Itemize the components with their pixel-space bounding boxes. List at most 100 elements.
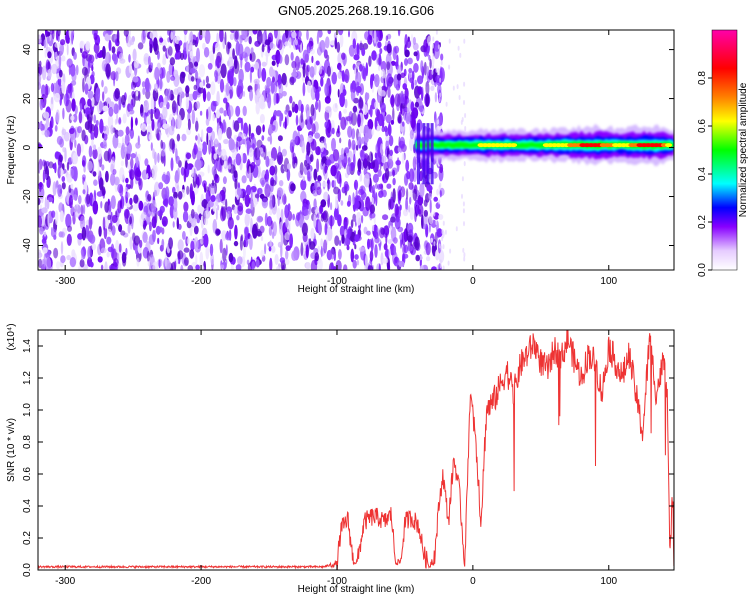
spectrogram-blob [194,70,199,79]
spectrogram-blob [111,215,118,223]
spectrogram-blob [415,254,421,262]
spectrogram-blob [392,107,395,122]
spectrogram-blob [209,243,214,257]
spectrogram-blob [85,41,91,51]
spectrogram-blob [201,141,208,155]
spectrogram-blob [170,157,174,172]
spectrogram-blob [96,146,102,160]
spectrogram-blob [59,210,64,223]
spectrogram-blob [195,135,198,141]
spectrogram-blob [157,152,160,163]
spectrogram-blob [82,204,86,215]
spectrogram-blob [142,231,148,243]
spectrogram-blob [125,177,129,184]
spectrogram-blob [165,259,172,270]
spectrogram-blob [41,258,46,270]
spectrogram-blob [309,241,316,250]
spectrogram-blob [106,236,112,245]
spectrogram-blob [417,75,424,85]
spectrogram-blob [148,109,155,115]
spectrogram-blob [204,217,209,226]
spectrogram-blob [276,187,284,197]
spectrogram-blob [125,126,130,136]
spectrogram-blob [79,215,86,230]
spectrogram-blob [260,151,266,158]
spectrogram-blob [47,212,50,227]
spectrogram-blob [396,54,399,66]
spectrogram-blob [271,245,276,253]
spectrogram-blob [407,245,413,252]
spectrogram-blob [155,83,159,93]
spectrogram-blob [390,119,395,125]
spectrogram-blob [309,48,315,55]
spectrogram-blob [38,122,42,129]
spectrogram-blob [161,173,167,182]
spectrogram-blob [325,106,332,113]
spectrogram-blob [308,203,311,215]
spectrogram-blob [284,232,291,241]
spectrogram-blob [418,105,424,113]
spectrogram-blob [259,193,265,199]
spectrogram-blob [193,168,196,182]
y-tick-label: 1.4 [22,339,33,353]
spectrogram-blob [439,163,444,174]
spectrogram-blob [81,249,84,261]
spectrogram-blob [459,52,462,58]
spectrogram-blob [102,91,105,102]
spectrogram-blob [132,85,135,91]
spectrogram-blob [330,202,333,211]
spectrogram-blob [118,243,122,253]
spectrogram-blob [162,106,168,119]
spectrogram-blob [253,151,256,163]
spectrogram-blob [456,84,459,90]
spectrogram-blob [433,45,440,60]
spectrogram-blob [210,253,215,266]
spectrogram-blob [149,221,152,232]
spectrogram-blob [385,136,390,141]
spectrogram-blob [84,83,89,95]
spectrogram-blob [74,139,77,149]
spectrogram-blob [173,69,179,78]
spectrogram-blob [225,198,228,211]
snr-y-multiplier: (x10⁴) [6,323,17,350]
spectrogram-blob [287,163,291,170]
spectrogram-blob [235,264,242,270]
spectrogram-blob [436,264,439,270]
spectrogram-blob [362,67,367,82]
spectrogram-blob [423,199,428,207]
snr-series-line [38,330,674,570]
spectrogram-blob [190,240,195,252]
spectrogram-blob [291,31,297,39]
spectrogram-blob [87,59,91,74]
spectrogram-blob [314,132,321,139]
spectrogram-blob [373,30,377,44]
spectrogram-blob [358,189,365,196]
colorbar-tick-label: 0.8 [697,71,708,85]
spectrogram-blob [133,59,139,69]
spectrogram-blob [72,194,78,201]
x-tick-label: -300 [55,576,75,587]
spectrogram-blob [129,236,133,250]
spectrogram-blob [356,136,363,147]
spectrogram-blob [284,54,290,66]
spectrogram-blob [152,261,159,270]
spectrogram-blob [378,227,385,239]
spectrogram-blob [300,179,307,191]
spectrogram-blob [339,154,345,160]
spectrogram-blob [43,39,47,49]
spectrogram-blob [445,101,448,107]
spectrogram-blob [367,238,370,250]
spectrogram-blob [244,213,250,227]
spectrogram-blob [198,64,206,78]
spectrogram-blob [66,58,73,68]
spectrogram-blob [250,66,255,73]
spectrogram-blob [132,232,136,242]
spectrogram-blob [314,180,318,191]
spectrogram-blob [320,77,324,87]
y-tick-label: 0.4 [22,499,33,513]
spectrogram-blob [220,63,227,79]
spectrogram-blob [68,194,73,209]
spectrogram-blob [285,30,289,39]
spectrogram-blob [240,55,243,69]
